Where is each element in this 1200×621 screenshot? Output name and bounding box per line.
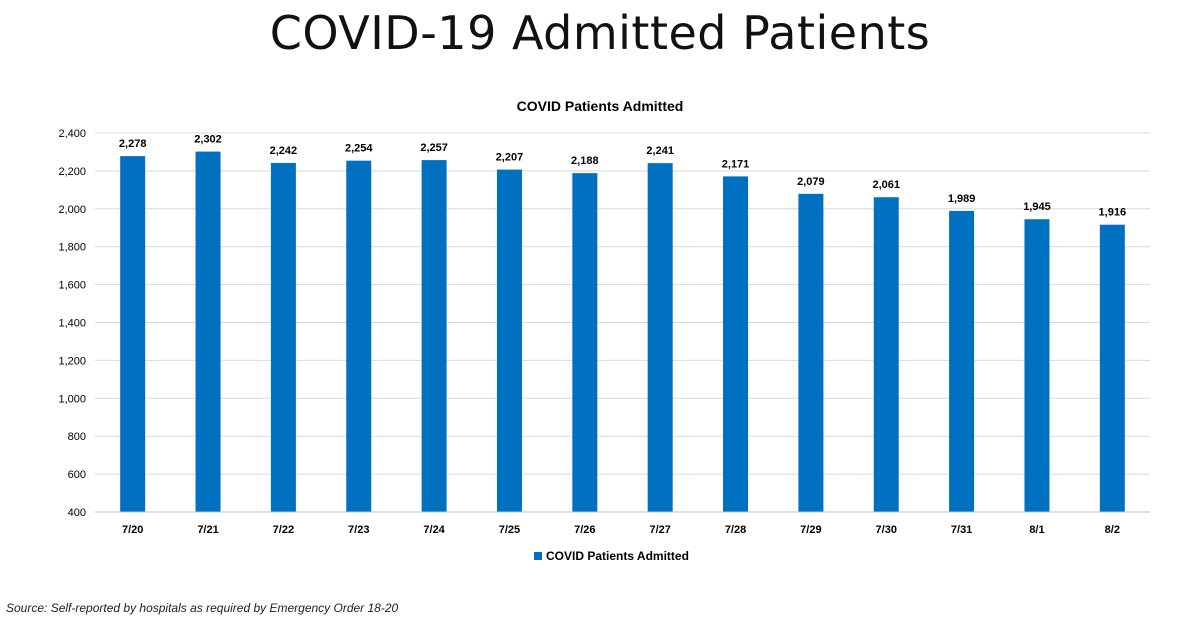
data-labels: 2,278 2,302 2,242 2,254 2,257 2,207 2,188 2,241… <box>119 134 1126 219</box>
data-label: 2,242 <box>270 145 298 157</box>
legend: COVID Patients Admitted <box>534 549 689 563</box>
x-tick-label: 8/1 <box>1029 524 1044 536</box>
data-label: 1,989 <box>948 193 976 205</box>
x-tick-label: 7/26 <box>574 524 595 536</box>
x-tick-label: 7/21 <box>197 524 218 536</box>
y-tick-label: 2,000 <box>58 204 86 216</box>
legend-label: COVID Patients Admitted <box>546 549 689 563</box>
y-tick-label: 2,200 <box>58 166 86 178</box>
y-tick-label: 1,200 <box>58 355 86 367</box>
x-tick-label: 7/20 <box>122 524 143 536</box>
data-label: 1,916 <box>1099 207 1127 219</box>
bar <box>120 156 146 512</box>
bar <box>798 193 824 512</box>
data-label: 2,079 <box>797 176 825 188</box>
data-label: 2,171 <box>722 158 750 170</box>
bar <box>421 160 447 512</box>
x-tick-label: 7/28 <box>725 524 746 536</box>
y-tick-label: 800 <box>68 431 86 443</box>
x-tick-label: 7/27 <box>649 524 670 536</box>
y-tick-label: 1,800 <box>58 242 86 254</box>
bar <box>949 210 975 512</box>
y-tick-label: 400 <box>68 507 86 519</box>
x-tick-label: 7/29 <box>800 524 821 536</box>
x-axis: 7/20 7/21 7/22 7/23 7/24 7/25 7/26 7/27 7/28 7/29… <box>95 511 1150 536</box>
data-label: 1,945 <box>1023 201 1051 213</box>
data-label: 2,302 <box>194 134 222 146</box>
bars <box>120 151 1125 513</box>
data-label: 2,207 <box>496 152 524 164</box>
chart-title: COVID Patients Admitted <box>517 98 684 114</box>
bar <box>1024 219 1050 512</box>
x-tick-label: 7/22 <box>273 524 294 536</box>
y-tick-label: 2,400 <box>58 128 86 140</box>
x-tick-label: 7/30 <box>876 524 897 536</box>
data-label: 2,257 <box>420 142 448 154</box>
data-label: 2,254 <box>345 143 373 155</box>
x-tick-label: 8/2 <box>1105 524 1120 536</box>
bar <box>1099 224 1125 512</box>
bar <box>195 151 221 513</box>
bar <box>346 160 372 512</box>
bar <box>572 173 598 512</box>
y-tick-label: 1,400 <box>58 318 86 330</box>
x-tick-label: 7/25 <box>499 524 520 536</box>
x-tick-label: 7/31 <box>951 524 972 536</box>
bar <box>496 169 522 513</box>
data-label: 2,278 <box>119 138 147 150</box>
y-tick-label: 1,000 <box>58 393 86 405</box>
slide-title: COVID-19 Admitted Patients <box>269 6 931 60</box>
gridlines <box>95 132 1150 513</box>
bar <box>723 176 749 512</box>
data-label: 2,061 <box>872 179 900 191</box>
data-label: 2,188 <box>571 155 599 167</box>
y-tick-label: 1,600 <box>58 280 86 292</box>
y-tick-label: 600 <box>68 469 86 481</box>
source-note: Source: Self-reported by hospitals as re… <box>6 601 399 615</box>
data-label: 2,241 <box>646 145 674 157</box>
y-axis: 400 600 800 1,000 1,200 1,400 1,600 1,800 2,000 2… <box>58 128 86 519</box>
x-tick-label: 7/23 <box>348 524 369 536</box>
bar <box>270 162 296 512</box>
bar <box>873 197 899 512</box>
legend-swatch <box>534 552 542 560</box>
bar <box>647 163 673 512</box>
x-tick-label: 7/24 <box>423 524 445 536</box>
bar-chart: COVID Patients Admitted 400 600 800 1,000 1,… <box>58 98 1150 563</box>
